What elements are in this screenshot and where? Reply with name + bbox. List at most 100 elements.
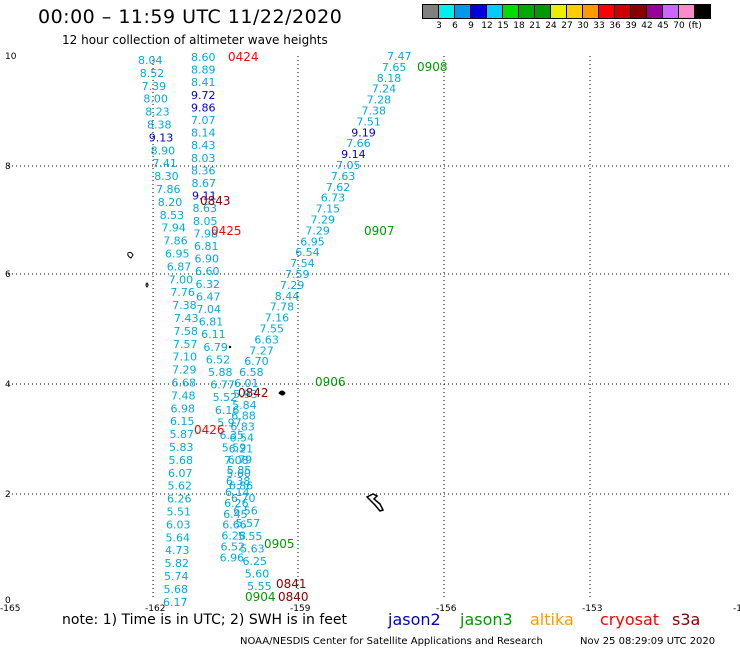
- pass-time-label: 0904: [245, 590, 276, 604]
- wave-height-value: 7.58: [174, 325, 199, 338]
- wave-height-value: 5.74: [164, 570, 189, 583]
- wave-height-value: 8.04: [138, 54, 163, 67]
- wave-height-value: 7.54: [290, 257, 315, 270]
- wave-height-value: 8.53: [160, 209, 185, 222]
- wave-height-value: 6.95: [165, 248, 190, 261]
- wave-height-value: 8.44: [275, 290, 300, 303]
- wave-height-value: 7.76: [170, 286, 195, 299]
- pass-time-label: 0425: [211, 224, 242, 238]
- wave-height-value: 8.67: [192, 177, 217, 190]
- color-scale-label: 15: [497, 21, 509, 31]
- wave-height-value: 5.55: [238, 530, 263, 543]
- color-scale-label: 9: [468, 21, 474, 31]
- wave-height-value: 9.72: [191, 89, 216, 102]
- x-tick-label: -15: [733, 604, 740, 614]
- wave-height-value: 8.20: [158, 196, 183, 209]
- color-scale-label: 24: [545, 21, 557, 31]
- wave-height-value: 6.03: [166, 518, 191, 531]
- wave-height-value: 6.38: [226, 475, 251, 488]
- satellite-legend-item: jason3: [460, 610, 513, 629]
- wave-height-value: 6.07: [168, 467, 193, 480]
- wave-height-value: 6.86: [229, 479, 254, 492]
- credit: NOAA/NESDIS Center for Satellite Applica…: [240, 636, 543, 647]
- wave-height-value: 7.04: [197, 303, 222, 316]
- color-swatch: [694, 4, 711, 19]
- wave-height-value: 7.66: [346, 137, 371, 150]
- wave-height-value: 6.68: [172, 377, 197, 390]
- wave-height-value: 7.28: [367, 94, 392, 107]
- pass-time-label: 0426: [194, 423, 225, 437]
- satellite-legend-item: cryosat: [600, 610, 660, 629]
- wave-height-value: 5.88: [208, 366, 233, 379]
- wave-height-value: 5.97: [217, 416, 242, 429]
- wave-height-value: 7.15: [316, 203, 341, 216]
- wave-height-value: 8.23: [145, 106, 170, 119]
- wave-height-value: 6.66: [222, 519, 247, 532]
- wave-height-value: 5.64: [166, 531, 191, 544]
- wave-height-value: 7.07: [191, 114, 216, 127]
- wave-height-value: 5.93: [233, 388, 258, 401]
- wave-height-value: 8.05: [193, 215, 218, 228]
- wave-height-value: 6.25: [243, 555, 268, 568]
- wave-height-value: 7.29: [311, 214, 336, 227]
- wave-height-value: 7.41: [152, 157, 177, 170]
- wave-height-value: 7.63: [331, 170, 356, 183]
- wave-height-value: 6.81: [199, 316, 224, 329]
- wave-height-value: 6.73: [321, 192, 346, 205]
- wave-height-value: 7.39: [142, 80, 167, 93]
- wave-height-value: 7.29: [172, 364, 197, 377]
- wave-height-value: 8.36: [191, 164, 216, 177]
- wave-height-value: 6.81: [194, 240, 219, 253]
- wave-height-value: 9.86: [191, 101, 216, 114]
- color-scale-label: 70: [673, 21, 685, 31]
- wave-height-value: 6.14: [225, 486, 250, 499]
- wave-height-value: 6.70: [231, 492, 256, 505]
- wave-height-value: 5.83: [169, 441, 194, 454]
- wave-height-value: 5.87: [170, 428, 195, 441]
- wave-height-value: 7.55: [260, 323, 285, 336]
- subtitle: 12 hour collection of altimeter wave hei…: [62, 33, 328, 47]
- wave-height-value: 9.14: [341, 148, 366, 161]
- wave-height-value: 6.54: [230, 432, 255, 445]
- wave-height-value: 6.32: [196, 278, 221, 291]
- x-tick-label: -165: [0, 604, 20, 614]
- wave-height-value: 7.62: [326, 181, 351, 194]
- wave-height-value: 6.88: [231, 410, 256, 423]
- wave-height-value: 8.63: [193, 202, 218, 215]
- color-scale-label: 27: [561, 21, 573, 31]
- wave-height-value: 7.00: [169, 273, 194, 286]
- wave-height-value: 7.78: [270, 301, 295, 314]
- color-scale-label: 45: [657, 21, 669, 31]
- satellite-legend-item: jason2: [388, 610, 441, 629]
- color-scale-label: 39: [625, 21, 637, 31]
- wave-height-value: 6.01: [234, 377, 259, 390]
- wave-height-value: 7.86: [163, 235, 188, 248]
- island-outline: [228, 345, 232, 349]
- wave-height-value: 7.47: [387, 50, 412, 63]
- wave-height-value: 6.17: [163, 596, 188, 609]
- wave-height-value: 8.60: [191, 51, 216, 64]
- wave-height-value: 8.14: [191, 127, 216, 140]
- wave-height-value: 6.58: [239, 366, 264, 379]
- wave-height-value: 6.95: [300, 235, 325, 248]
- wave-height-value: 5.82: [165, 557, 190, 570]
- wave-height-value: 6.83: [230, 421, 255, 434]
- pass-time-label: 0908: [417, 60, 448, 74]
- y-tick-label: 10: [5, 52, 17, 62]
- color-scale-label: 18: [513, 21, 525, 31]
- x-tick-label: -159: [290, 604, 311, 614]
- color-scale-label: 30: [577, 21, 589, 31]
- wave-height-value: 6.79: [228, 453, 253, 466]
- wave-height-value: 5.68: [164, 583, 189, 596]
- wave-height-value: 6.56: [233, 505, 257, 518]
- wave-height-value: 6.52: [206, 353, 231, 366]
- wave-height-value: 6.87: [167, 260, 192, 273]
- wave-height-value: 6.21: [229, 442, 254, 455]
- wave-height-value: 6.26: [224, 497, 249, 510]
- pass-time-label: 0907: [364, 224, 395, 238]
- wave-height-value: 6.47: [196, 290, 221, 303]
- wave-height-value: 8.90: [151, 144, 176, 157]
- pass-time-label: 0843: [200, 194, 231, 208]
- wave-height-value: 7.94: [161, 222, 186, 235]
- wave-height-value: 6.52: [221, 541, 246, 554]
